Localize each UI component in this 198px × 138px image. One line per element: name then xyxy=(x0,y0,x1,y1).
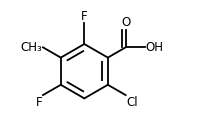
Text: F: F xyxy=(36,96,42,109)
Text: F: F xyxy=(81,10,88,23)
Text: Cl: Cl xyxy=(126,96,138,109)
Text: OH: OH xyxy=(145,41,163,54)
Text: O: O xyxy=(121,16,130,29)
Text: CH₃: CH₃ xyxy=(20,41,42,54)
